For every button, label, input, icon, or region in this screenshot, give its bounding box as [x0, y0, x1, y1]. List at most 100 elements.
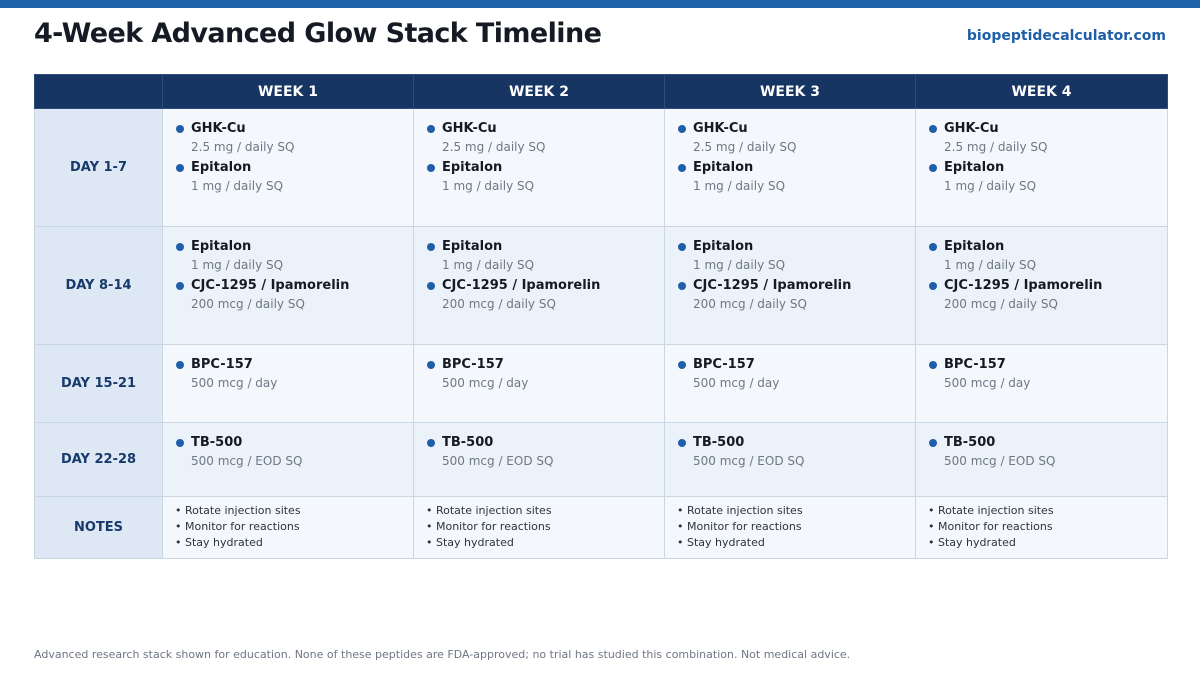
peptide-dose: 200 mcg / daily SQ [442, 297, 556, 311]
peptide-name: Epitalon [693, 160, 754, 175]
peptide-entry: Epitalon 1 mg / daily SQ [175, 239, 405, 275]
schedule-cell: BPC-157 500 mcg / day [664, 344, 916, 423]
page-title: 4-Week Advanced Glow Stack Timeline [34, 18, 602, 49]
note-item: • Monitor for reactions [175, 520, 300, 533]
note-item: • Rotate injection sites [677, 504, 803, 517]
bullet-dot-icon [176, 439, 184, 447]
bullet-dot-icon [929, 164, 937, 172]
schedule-cell: TB-500 500 mcg / EOD SQ [664, 422, 916, 497]
bullet-dot-icon [678, 125, 686, 133]
peptide-name: Epitalon [191, 239, 252, 254]
bullet-dot-icon [678, 361, 686, 369]
note-item: • Rotate injection sites [175, 504, 301, 517]
bullet-dot-icon [678, 439, 686, 447]
peptide-dose: 200 mcg / daily SQ [944, 297, 1058, 311]
peptide-name: Epitalon [944, 160, 1005, 175]
bullet-dot-icon [427, 243, 435, 251]
peptide-name: CJC-1295 / Ipamorelin [191, 278, 350, 293]
peptide-dose: 1 mg / daily SQ [442, 258, 535, 272]
bullet-dot-icon [427, 282, 435, 290]
bullet-dot-icon [427, 439, 435, 447]
peptide-entry: BPC-157 500 mcg / day [677, 357, 907, 393]
note-item: • Stay hydrated [426, 536, 514, 549]
note-item: • Monitor for reactions [426, 520, 551, 533]
peptide-name: GHK-Cu [944, 121, 999, 136]
notes-row: NOTES • Rotate injection sites • Monitor f… [34, 496, 1168, 559]
bullet-dot-icon [929, 439, 937, 447]
table-row: DAY 1-7 GHK-Cu 2.5 mg / daily SQ Epitalon 1 … [34, 108, 1168, 227]
peptide-name: BPC-157 [442, 357, 504, 372]
bullet-dot-icon [678, 243, 686, 251]
peptide-name: CJC-1295 / Ipamorelin [693, 278, 852, 293]
peptide-entry: GHK-Cu 2.5 mg / daily SQ [677, 121, 907, 157]
bullet-dot-icon [929, 282, 937, 290]
peptide-entry: BPC-157 500 mcg / day [426, 357, 656, 393]
peptide-name: TB-500 [191, 435, 243, 450]
peptide-dose: 500 mcg / EOD SQ [693, 454, 805, 468]
peptide-name: TB-500 [944, 435, 996, 450]
peptide-dose: 500 mcg / day [191, 376, 278, 390]
notes-cell: • Rotate injection sites • Monitor for re… [915, 496, 1168, 559]
week-header: WEEK 4 [915, 74, 1168, 109]
timeline-table: WEEK 1 WEEK 2 WEEK 3 WEEK 4 DAY 1-7 GHK-C… [34, 74, 1168, 559]
bullet-dot-icon [678, 164, 686, 172]
note-item: • Rotate injection sites [928, 504, 1054, 517]
schedule-cell: TB-500 500 mcg / EOD SQ [915, 422, 1168, 497]
peptide-entry: BPC-157 500 mcg / day [928, 357, 1159, 393]
peptide-dose: 1 mg / daily SQ [191, 179, 284, 193]
disclaimer: Advanced research stack shown for educat… [34, 648, 851, 661]
bullet-dot-icon [929, 361, 937, 369]
note-item: • Monitor for reactions [677, 520, 802, 533]
peptide-entry: TB-500 500 mcg / EOD SQ [426, 435, 656, 471]
peptide-dose: 500 mcg / day [944, 376, 1031, 390]
peptide-dose: 500 mcg / EOD SQ [191, 454, 303, 468]
peptide-dose: 500 mcg / EOD SQ [442, 454, 554, 468]
notes-cell: • Rotate injection sites • Monitor for re… [664, 496, 916, 559]
schedule-cell: GHK-Cu 2.5 mg / daily SQ Epitalon 1 mg / da… [413, 108, 665, 227]
peptide-entry: GHK-Cu 2.5 mg / daily SQ [426, 121, 656, 157]
peptide-entry: Epitalon 1 mg / daily SQ [426, 160, 656, 196]
peptide-dose: 500 mcg / day [442, 376, 529, 390]
notes-label: NOTES [34, 496, 163, 559]
peptide-entry: TB-500 500 mcg / EOD SQ [175, 435, 405, 471]
peptide-dose: 1 mg / daily SQ [693, 258, 786, 272]
bullet-dot-icon [176, 361, 184, 369]
note-item: • Stay hydrated [928, 536, 1016, 549]
peptide-name: BPC-157 [693, 357, 755, 372]
peptide-name: Epitalon [442, 160, 503, 175]
peptide-name: BPC-157 [944, 357, 1006, 372]
notes-cell: • Rotate injection sites • Monitor for re… [162, 496, 414, 559]
bullet-dot-icon [678, 282, 686, 290]
peptide-dose: 200 mcg / daily SQ [693, 297, 807, 311]
bullet-dot-icon [427, 361, 435, 369]
table-row: DAY 22-28 TB-500 500 mcg / EOD SQ TB-500 500… [34, 422, 1168, 497]
peptide-name: GHK-Cu [693, 121, 748, 136]
peptide-name: Epitalon [191, 160, 252, 175]
peptide-dose: 2.5 mg / daily SQ [442, 140, 546, 154]
peptide-name: GHK-Cu [442, 121, 497, 136]
peptide-entry: TB-500 500 mcg / EOD SQ [928, 435, 1159, 471]
week-header-row: WEEK 1 WEEK 2 WEEK 3 WEEK 4 [34, 74, 1168, 109]
peptide-name: Epitalon [944, 239, 1005, 254]
peptide-entry: GHK-Cu 2.5 mg / daily SQ [928, 121, 1159, 157]
schedule-cell: BPC-157 500 mcg / day [915, 344, 1168, 423]
week-header: WEEK 3 [664, 74, 916, 109]
schedule-cell: BPC-157 500 mcg / day [413, 344, 665, 423]
bullet-dot-icon [427, 125, 435, 133]
peptide-dose: 2.5 mg / daily SQ [944, 140, 1048, 154]
peptide-entry: CJC-1295 / Ipamorelin 200 mcg / daily SQ [175, 278, 405, 314]
peptide-dose: 1 mg / daily SQ [944, 179, 1037, 193]
peptide-entry: Epitalon 1 mg / daily SQ [426, 239, 656, 275]
peptide-entry: Epitalon 1 mg / daily SQ [677, 160, 907, 196]
schedule-cell: GHK-Cu 2.5 mg / daily SQ Epitalon 1 mg / da… [664, 108, 916, 227]
peptide-entry: Epitalon 1 mg / daily SQ [175, 160, 405, 196]
peptide-dose: 1 mg / daily SQ [944, 258, 1037, 272]
schedule-cell: Epitalon 1 mg / daily SQ CJC-1295 / Ipamor… [413, 226, 665, 345]
schedule-cell: GHK-Cu 2.5 mg / daily SQ Epitalon 1 mg / da… [162, 108, 414, 227]
top-accent-bar [0, 0, 1200, 8]
peptide-dose: 500 mcg / day [693, 376, 780, 390]
site-link[interactable]: biopeptidecalculator.com [966, 28, 1166, 44]
bullet-dot-icon [176, 164, 184, 172]
schedule-cell: TB-500 500 mcg / EOD SQ [413, 422, 665, 497]
peptide-dose: 1 mg / daily SQ [693, 179, 786, 193]
